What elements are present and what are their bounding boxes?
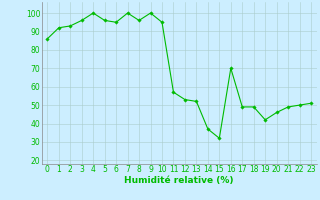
X-axis label: Humidité relative (%): Humidité relative (%) [124, 176, 234, 185]
